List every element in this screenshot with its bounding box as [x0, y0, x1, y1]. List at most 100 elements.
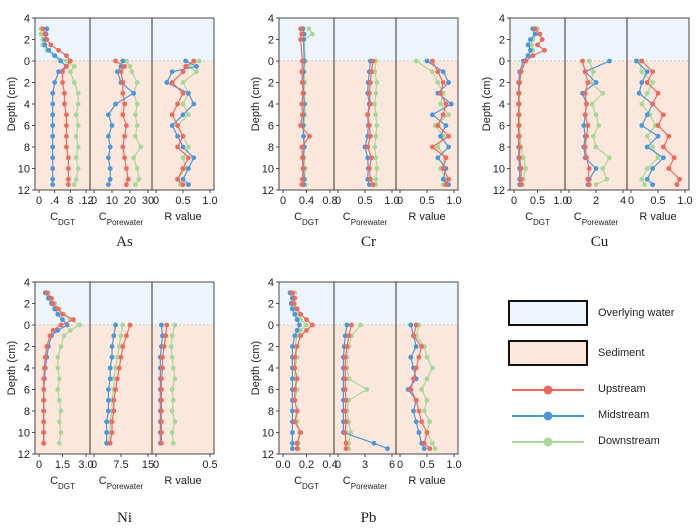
data-point: [56, 47, 61, 53]
data-point: [172, 322, 178, 328]
data-point: [186, 182, 191, 188]
data-point: [170, 365, 176, 371]
series-upstream: [159, 322, 170, 446]
data-point: [180, 144, 186, 150]
data-point: [196, 58, 202, 64]
data-point: [368, 176, 373, 182]
data-point: [639, 101, 645, 107]
x-tick-label: 0.8: [322, 195, 337, 207]
data-point: [655, 90, 661, 96]
data-point: [525, 42, 531, 48]
x-tick-label: 0.5: [419, 195, 434, 207]
element-title: As: [116, 234, 133, 250]
data-point: [413, 419, 419, 425]
data-point: [438, 133, 443, 139]
data-point: [127, 63, 133, 69]
data-point: [440, 69, 446, 75]
legend-midstream-label: Midstream: [598, 409, 650, 421]
x-axis-label: CPorewater: [99, 211, 144, 227]
data-point: [50, 123, 56, 128]
data-point: [292, 387, 298, 392]
data-point: [343, 440, 349, 446]
data-point: [438, 101, 443, 107]
data-point: [582, 144, 588, 150]
series-downstream: [168, 322, 178, 446]
y-tick-label: 6: [499, 121, 505, 133]
data-point: [58, 344, 64, 349]
data-point: [644, 176, 650, 182]
data-point: [73, 155, 79, 161]
panel-3: 0 0.5 1.0R value: [395, 281, 462, 487]
data-point: [385, 446, 390, 452]
data-point: [586, 182, 592, 188]
data-point: [530, 53, 536, 59]
data-point: [586, 166, 592, 171]
data-point: [421, 440, 427, 446]
x-axis-label-subscript: Porewater: [351, 218, 388, 227]
data-point: [644, 133, 650, 139]
data-point: [55, 311, 61, 317]
x-tick-label: 3: [362, 459, 368, 471]
data-point: [438, 90, 443, 96]
data-point: [411, 376, 416, 382]
data-point: [424, 58, 430, 64]
data-point: [585, 80, 591, 85]
data-point: [115, 69, 120, 75]
x-tick-label: 1.0: [446, 459, 461, 471]
data-point: [169, 408, 175, 414]
data-point: [364, 387, 370, 392]
x-tick-label: 0: [397, 195, 403, 207]
data-point: [370, 182, 376, 188]
data-point: [292, 311, 298, 317]
data-point: [539, 37, 545, 42]
data-point: [64, 112, 69, 118]
data-point: [650, 182, 655, 188]
data-point: [106, 397, 111, 403]
data-point: [113, 58, 118, 64]
y-tick-label: 6: [268, 385, 274, 397]
data-point: [298, 333, 304, 339]
data-point: [50, 133, 56, 139]
x-tick-label: 0: [36, 459, 42, 471]
x-tick-label: 10: [106, 195, 118, 207]
legend-upstream-marker: [512, 385, 584, 395]
x-tick-label: 4: [620, 195, 626, 207]
series-upstream: [113, 58, 131, 188]
data-point: [430, 69, 435, 75]
data-point: [56, 376, 62, 382]
data-point: [416, 408, 422, 414]
y-tick-label: 12: [18, 185, 30, 197]
data-point: [584, 133, 589, 139]
x-tick-label: 0: [280, 195, 286, 207]
data-point: [52, 80, 58, 85]
y-axis-label: Depth (cm): [6, 341, 18, 395]
data-point: [106, 408, 111, 414]
data-point: [170, 440, 176, 446]
data-point: [159, 440, 164, 446]
data-point: [60, 69, 65, 75]
data-point: [298, 26, 304, 32]
data-point: [107, 440, 113, 446]
series-midstream: [106, 58, 137, 188]
data-point: [175, 144, 181, 150]
data-point: [113, 322, 118, 328]
data-point: [309, 31, 315, 37]
data-point: [44, 37, 50, 42]
data-point: [60, 317, 65, 323]
data-point: [64, 133, 69, 139]
data-point: [44, 26, 50, 32]
data-point: [671, 155, 677, 161]
data-point: [194, 63, 199, 69]
x-axis-label: CDGT: [50, 211, 75, 227]
data-point: [64, 123, 69, 128]
data-point: [298, 317, 304, 323]
data-point: [294, 327, 300, 333]
x-tick-label: 2: [593, 195, 599, 207]
data-point: [593, 166, 599, 171]
data-point: [542, 47, 547, 53]
data-point: [159, 322, 164, 328]
data-point: [170, 397, 176, 403]
data-point: [294, 306, 300, 312]
data-point: [432, 446, 438, 452]
